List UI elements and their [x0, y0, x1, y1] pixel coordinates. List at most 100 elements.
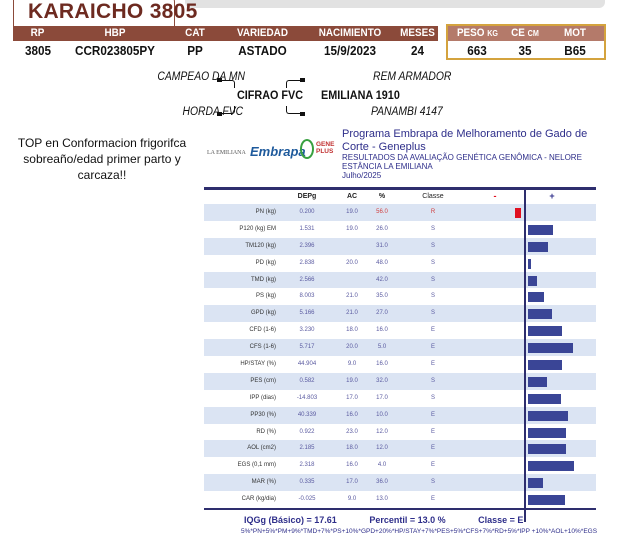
cell-ac: 16.0 [346, 462, 358, 469]
cell-classe: S [430, 276, 435, 283]
cell-depg: 0.335 [299, 479, 315, 486]
positive-bar [528, 224, 553, 235]
cell-trait: PP30 (%) [250, 411, 276, 418]
cell-pct: 17.0 [376, 394, 388, 401]
zero-axis [524, 187, 526, 522]
dam: EMILIANA 1910 [321, 88, 400, 102]
cell-trait: TM120 (kg) [245, 242, 276, 249]
animal-name: KARAICHO 3805 [28, 0, 198, 23]
cell-trait: PS (kg) [255, 293, 276, 300]
connector-dot [217, 112, 222, 116]
connector-dot [217, 78, 222, 82]
percentil-value: Percentil = 13.0 % [369, 515, 446, 525]
cell-depg: 40.339 [297, 411, 317, 418]
table-row: CFS (1-6) 5.717 20.0 5.0 E [204, 339, 596, 357]
cell-pct: 31.0 [376, 242, 388, 249]
positive-bar [528, 393, 562, 404]
positive-bar [528, 326, 563, 337]
header-band [13, 26, 438, 41]
cell-classe: S [430, 293, 435, 300]
table-row: TMD (kg) 2.566 42.0 S [204, 271, 596, 289]
val-ce: 35 [518, 43, 532, 58]
col-peso: PESO KG [456, 27, 499, 39]
positive-bar [528, 360, 563, 371]
cell-trait: PES (cm) [250, 377, 276, 384]
cell-pct: 27.0 [376, 310, 388, 317]
cell-pct: 48.0 [376, 259, 388, 266]
val-variedad: ASTADO [238, 43, 287, 58]
cell-classe: S [430, 242, 435, 249]
cell-ac: 17.0 [346, 394, 358, 401]
connector [220, 80, 235, 88]
cell-pct: 10.0 [376, 411, 388, 418]
dam-sire: REM ARMADOR [373, 71, 452, 83]
cell-depg: 1.531 [299, 225, 315, 232]
cell-trait: CFD (1-6) [249, 327, 276, 334]
col-rp: RP [30, 27, 45, 39]
cell-pct: 5.0 [377, 344, 387, 351]
table-row: TM120 (kg) 2.396 31.0 S [204, 237, 596, 255]
cell-classe: S [430, 377, 435, 384]
positive-bar [528, 292, 545, 303]
geneplus-logo: GENE PLUS [316, 141, 335, 155]
title-tab [13, 0, 175, 26]
connector-dot [300, 78, 305, 82]
cell-trait: GPD (kg) [250, 310, 276, 317]
embrapa-logo: Embrapa [250, 144, 306, 159]
cell-depg: 2.185 [299, 445, 315, 452]
report-subtitle: RESULTADOS DA AVALIAÇÃO GENÉTICA GENÔMIC… [342, 153, 582, 180]
cell-depg: 0.200 [299, 209, 315, 215]
negative-bar [515, 208, 521, 218]
dam-dam: PANAMBI 4147 [371, 106, 443, 118]
positive-bar [528, 444, 567, 455]
table-row: P120 (kg) EM 1.531 19.0 26.0 S [204, 221, 596, 238]
cell-trait: IPP (dias) [249, 394, 276, 401]
col-cat: CAT [185, 27, 205, 39]
cell-trait: RD (%) [256, 428, 276, 435]
cell-pct: 32.0 [376, 377, 388, 384]
cell-ac: 9.0 [347, 496, 357, 503]
sire-dam: HORDA FVC [182, 106, 244, 118]
val-cat: PP [187, 43, 203, 58]
positive-bar [528, 343, 574, 354]
cell-depg: 0.922 [299, 428, 315, 435]
cell-depg: 2.318 [299, 462, 315, 469]
cell-pct: 16.0 [376, 327, 388, 334]
cell-pct: 56.0 [376, 209, 388, 215]
top-bar [185, 0, 605, 8]
cell-trait: CFS (1-6) [249, 344, 276, 351]
cell-depg: 5.717 [299, 344, 315, 351]
cell-classe: E [430, 428, 435, 435]
val-nacimiento: 15/9/2023 [323, 43, 377, 58]
cell-depg: 2.396 [299, 242, 315, 249]
cell-classe: S [430, 225, 435, 232]
index-formula: 5%*PN+5%*PM+9%*TMD+7%*PS+10%*GPD+20%*HP/… [241, 528, 598, 535]
cell-pct: 35.0 [376, 293, 388, 300]
val-rp: 3805 [24, 43, 52, 58]
cell-ac: 21.0 [346, 310, 358, 317]
cell-trait: AOL (cm2) [247, 445, 276, 452]
cell-trait: PN (kg) [255, 209, 276, 215]
connector [286, 80, 301, 88]
cell-ac: 17.0 [346, 479, 358, 486]
positive-bar [528, 478, 544, 489]
col-ce: CE CM [511, 27, 539, 39]
summary: IQGg (Básico) = 17.61 Percentil = 13.0 %… [244, 515, 523, 525]
table-row: CAR (kg/dia) -0.025 9.0 13.0 E [204, 491, 596, 508]
cell-classe: E [430, 361, 435, 368]
cell-ac: 18.0 [346, 445, 358, 452]
cell-pct: 26.0 [376, 225, 388, 232]
table-bottom-rule [204, 508, 596, 510]
geneplus-logo-icon [300, 139, 314, 159]
cell-classe: S [430, 310, 435, 317]
positive-bar [528, 309, 552, 320]
col-nacimiento: NACIMIENTO [318, 27, 382, 39]
cell-classe: E [430, 445, 435, 452]
cell-depg: 5.166 [299, 310, 315, 317]
cell-trait: TMD (kg) [251, 276, 276, 283]
cell-ac: 16.0 [346, 411, 358, 418]
val-peso: 663 [467, 43, 487, 58]
cell-ac: 20.0 [346, 259, 358, 266]
val-hbp: CCR023805PY [74, 43, 155, 58]
cell-ac: 18.0 [346, 327, 358, 334]
